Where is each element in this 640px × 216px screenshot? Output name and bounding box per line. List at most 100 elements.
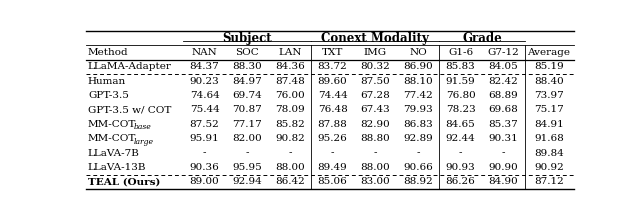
Text: 85.19: 85.19 [534, 62, 564, 71]
Text: -: - [416, 149, 420, 157]
Text: 76.80: 76.80 [445, 91, 476, 100]
Text: 87.52: 87.52 [189, 120, 220, 129]
Text: Human: Human [88, 77, 126, 86]
Text: 87.12: 87.12 [534, 177, 564, 186]
Text: 77.42: 77.42 [403, 91, 433, 100]
Text: base: base [134, 123, 151, 131]
Text: -: - [502, 149, 505, 157]
Text: 85.83: 85.83 [445, 62, 476, 71]
Text: 95.26: 95.26 [317, 134, 348, 143]
Text: 82.90: 82.90 [360, 120, 390, 129]
Text: 84.65: 84.65 [445, 120, 476, 129]
Text: 84.05: 84.05 [488, 62, 518, 71]
Text: 84.91: 84.91 [534, 120, 564, 129]
Text: 88.00: 88.00 [360, 163, 390, 172]
Text: 88.10: 88.10 [403, 77, 433, 86]
Text: 88.80: 88.80 [360, 134, 390, 143]
Text: 90.92: 90.92 [534, 163, 564, 172]
Text: 82.42: 82.42 [488, 77, 518, 86]
Text: 88.30: 88.30 [232, 62, 262, 71]
Text: -: - [203, 149, 206, 157]
Text: 75.17: 75.17 [534, 105, 564, 114]
Text: 95.95: 95.95 [232, 163, 262, 172]
Text: 82.00: 82.00 [232, 134, 262, 143]
Text: 87.50: 87.50 [360, 77, 390, 86]
Text: 91.68: 91.68 [534, 134, 564, 143]
Text: 89.60: 89.60 [317, 77, 348, 86]
Text: 88.92: 88.92 [403, 177, 433, 186]
Text: 87.48: 87.48 [275, 77, 305, 86]
Text: 74.44: 74.44 [317, 91, 348, 100]
Text: 83.00: 83.00 [360, 177, 390, 186]
Text: 92.94: 92.94 [232, 177, 262, 186]
Text: 74.64: 74.64 [189, 91, 220, 100]
Text: 67.28: 67.28 [360, 91, 390, 100]
Text: 84.97: 84.97 [232, 77, 262, 86]
Text: 86.83: 86.83 [403, 120, 433, 129]
Text: 85.82: 85.82 [275, 120, 305, 129]
Text: -: - [459, 149, 462, 157]
Text: Average: Average [527, 48, 570, 57]
Text: TEAL (Ours): TEAL (Ours) [88, 177, 160, 186]
Text: 85.37: 85.37 [488, 120, 518, 129]
Text: 92.44: 92.44 [445, 134, 476, 143]
Text: 76.00: 76.00 [275, 91, 305, 100]
Text: 78.23: 78.23 [445, 105, 476, 114]
Text: 70.87: 70.87 [232, 105, 262, 114]
Text: 84.36: 84.36 [275, 62, 305, 71]
Text: 87.88: 87.88 [317, 120, 348, 129]
Text: 91.59: 91.59 [445, 77, 476, 86]
Text: 80.32: 80.32 [360, 62, 390, 71]
Text: 76.48: 76.48 [317, 105, 348, 114]
Text: 90.93: 90.93 [445, 163, 476, 172]
Text: LLaMA-Adapter: LLaMA-Adapter [88, 62, 172, 71]
Text: -: - [288, 149, 292, 157]
Text: 90.82: 90.82 [275, 134, 305, 143]
Text: 84.90: 84.90 [488, 177, 518, 186]
Text: LLaVA-13B: LLaVA-13B [88, 163, 147, 172]
Text: GPT-3.5: GPT-3.5 [88, 91, 129, 100]
Text: 68.89: 68.89 [488, 91, 518, 100]
Text: IMG: IMG [364, 48, 387, 57]
Text: G1-6: G1-6 [448, 48, 473, 57]
Text: 86.26: 86.26 [445, 177, 476, 186]
Text: 90.90: 90.90 [488, 163, 518, 172]
Text: G7-12: G7-12 [488, 48, 519, 57]
Text: large: large [134, 138, 154, 146]
Text: MM-COT: MM-COT [88, 120, 136, 129]
Text: 84.37: 84.37 [189, 62, 220, 71]
Text: -: - [331, 149, 334, 157]
Text: 73.97: 73.97 [534, 91, 564, 100]
Text: 90.23: 90.23 [189, 77, 220, 86]
Text: -: - [374, 149, 377, 157]
Text: 86.90: 86.90 [403, 62, 433, 71]
Text: Conext Modality: Conext Modality [321, 32, 429, 44]
Text: LAN: LAN [278, 48, 301, 57]
Text: 75.44: 75.44 [189, 105, 220, 114]
Text: 92.89: 92.89 [403, 134, 433, 143]
Text: Method: Method [88, 48, 129, 57]
Text: SOC: SOC [236, 48, 259, 57]
Text: GPT-3.5 w/ COT: GPT-3.5 w/ COT [88, 105, 172, 114]
Text: 90.66: 90.66 [403, 163, 433, 172]
Text: 95.91: 95.91 [189, 134, 220, 143]
Text: NO: NO [409, 48, 427, 57]
Text: NAN: NAN [191, 48, 218, 57]
Text: MM-COT: MM-COT [88, 134, 136, 143]
Text: 90.31: 90.31 [488, 134, 518, 143]
Text: 90.36: 90.36 [189, 163, 220, 172]
Text: 86.42: 86.42 [275, 177, 305, 186]
Text: 89.84: 89.84 [534, 149, 564, 157]
Text: Grade: Grade [462, 32, 502, 44]
Text: 88.00: 88.00 [275, 163, 305, 172]
Text: -: - [246, 149, 249, 157]
Text: 78.09: 78.09 [275, 105, 305, 114]
Text: 89.49: 89.49 [317, 163, 348, 172]
Text: 83.72: 83.72 [317, 62, 348, 71]
Text: TXT: TXT [322, 48, 343, 57]
Text: 77.17: 77.17 [232, 120, 262, 129]
Text: 69.68: 69.68 [488, 105, 518, 114]
Text: LLaVA-7B: LLaVA-7B [88, 149, 140, 157]
Text: 88.40: 88.40 [534, 77, 564, 86]
Text: 67.43: 67.43 [360, 105, 390, 114]
